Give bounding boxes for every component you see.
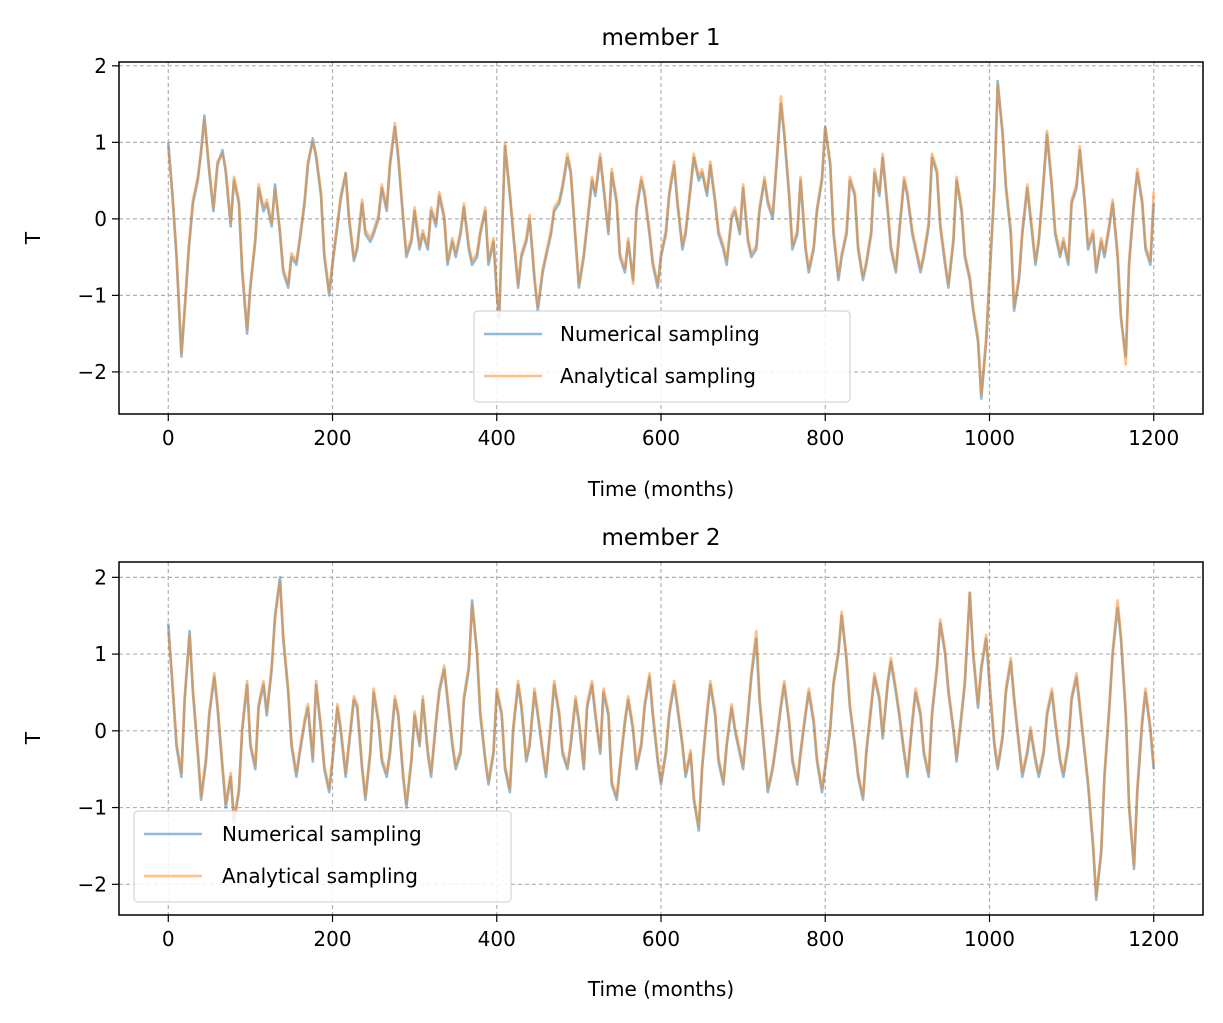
y-tick-label: −2: [78, 872, 107, 896]
series-line-analytical-sampling: [167, 579, 1155, 898]
legend-label-numerical: Numerical sampling: [560, 322, 760, 346]
subplot-member-1: member 1 0 200 400 600 800 1000 1200 −2 −1 0 1 2 Ti…: [21, 25, 1204, 501]
axis-ticks: 0 200 400 600 800 1000 1200 −2 −1 0 1 2: [78, 54, 1180, 450]
legend-label-analytical: Analytical sampling: [560, 364, 756, 388]
x-tick-label: 800: [806, 927, 844, 951]
x-tick-label: 400: [478, 426, 516, 450]
legend-frame: [133, 810, 512, 903]
y-tick-label: 1: [94, 642, 107, 666]
x-tick-label: 0: [162, 426, 175, 450]
axis-ticks: 0 200 400 600 800 1000 1200 −2 −1 0 1 2: [78, 565, 1180, 951]
x-tick-label: 1000: [964, 426, 1015, 450]
x-tick-label: 1200: [1128, 426, 1179, 450]
x-tick-label: 600: [642, 426, 680, 450]
y-tick-label: −1: [78, 283, 107, 307]
x-tick-label: 600: [642, 927, 680, 951]
x-tick-label: 1000: [964, 927, 1015, 951]
x-tick-label: 800: [806, 426, 844, 450]
legend: Numerical sampling Analytical sampling: [133, 810, 512, 903]
x-axis-label: Time (months): [587, 477, 734, 501]
y-tick-label: −2: [78, 360, 107, 384]
legend-label-analytical: Analytical sampling: [222, 864, 418, 888]
x-axis-label: Time (months): [587, 977, 734, 1001]
subplot-title: member 2: [601, 525, 720, 551]
x-tick-label: 400: [478, 927, 516, 951]
x-tick-label: 1200: [1128, 927, 1179, 951]
subplot-member-2: member 2 0 200 400 600 800 1000 1200 −2 −1 0 1 2 Ti…: [21, 525, 1204, 1001]
y-tick-label: 1: [94, 130, 107, 154]
y-tick-label: 0: [94, 207, 107, 231]
y-axis-label: T: [21, 731, 45, 745]
legend-frame: [473, 310, 851, 403]
grid: [119, 562, 1203, 915]
series-line-analytical-sampling: [167, 83, 1155, 397]
x-tick-label: 200: [313, 426, 351, 450]
series-lines: [167, 575, 1155, 902]
y-tick-label: 0: [94, 719, 107, 743]
y-tick-label: 2: [94, 54, 107, 78]
x-tick-label: 200: [313, 927, 351, 951]
y-tick-label: 2: [94, 565, 107, 589]
subplot-title: member 1: [601, 25, 720, 51]
legend: Numerical sampling Analytical sampling: [473, 310, 851, 403]
y-tick-label: −1: [78, 796, 107, 820]
x-tick-label: 0: [162, 927, 175, 951]
y-axis-label: T: [21, 231, 45, 245]
legend-label-numerical: Numerical sampling: [222, 822, 422, 846]
series-lines: [167, 79, 1155, 401]
